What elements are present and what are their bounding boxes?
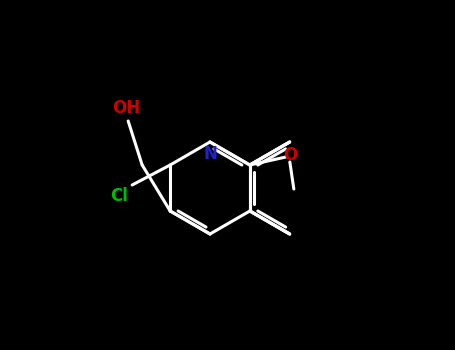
Text: O: O — [283, 146, 297, 164]
Text: Cl: Cl — [110, 187, 128, 205]
Text: OH: OH — [112, 99, 140, 117]
Text: N: N — [203, 145, 217, 163]
